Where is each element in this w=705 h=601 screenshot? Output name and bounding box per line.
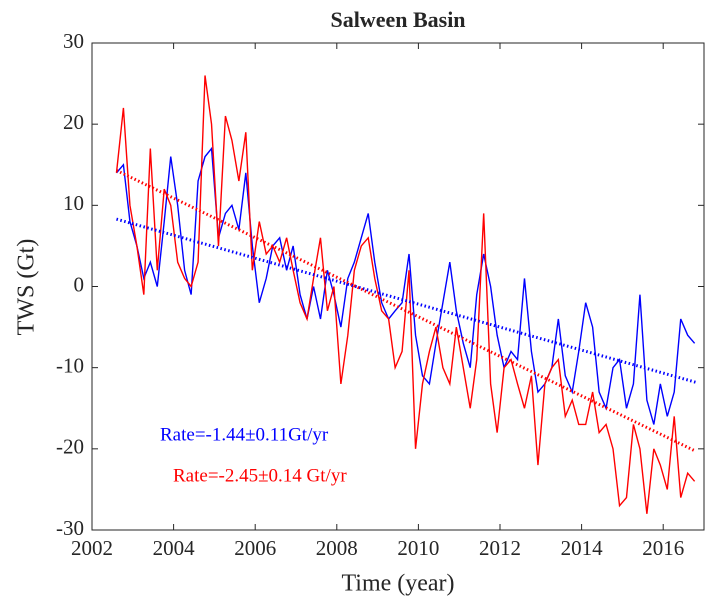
x-tick-label: 2004: [153, 536, 196, 560]
y-tick-label: -20: [56, 435, 84, 459]
x-tick-label: 2006: [234, 536, 276, 560]
y-tick-label: 30: [63, 29, 84, 53]
y-tick-label: -30: [56, 516, 84, 540]
y-tick-label: -10: [56, 353, 84, 377]
data-line: [115, 75, 696, 514]
annotation: Rate=-1.44±0.11Gt/yr: [160, 424, 329, 445]
y-tick-label: 0: [74, 272, 85, 296]
trend-line: [115, 169, 697, 453]
plot-frame: [91, 42, 705, 531]
trend-line: [116, 217, 697, 384]
y-tick-label: 20: [63, 110, 84, 134]
x-tick-label: 2014: [561, 536, 604, 560]
x-tick-label: 2012: [479, 536, 521, 560]
data-line: [115, 146, 696, 425]
x-tick-label: 2016: [642, 536, 684, 560]
x-tick-label: 2010: [397, 536, 439, 560]
y-axis-label: TWS (Gt): [14, 239, 40, 336]
y-tick-label: 10: [63, 191, 84, 215]
chart-title: Salween Basin: [330, 7, 465, 32]
x-axis-label: Time (year): [341, 571, 454, 597]
x-tick-label: 2008: [316, 536, 358, 560]
annotation: Rate=-2.45±0.14 Gt/yr: [173, 465, 347, 486]
x-tick-label: 2002: [71, 536, 113, 560]
